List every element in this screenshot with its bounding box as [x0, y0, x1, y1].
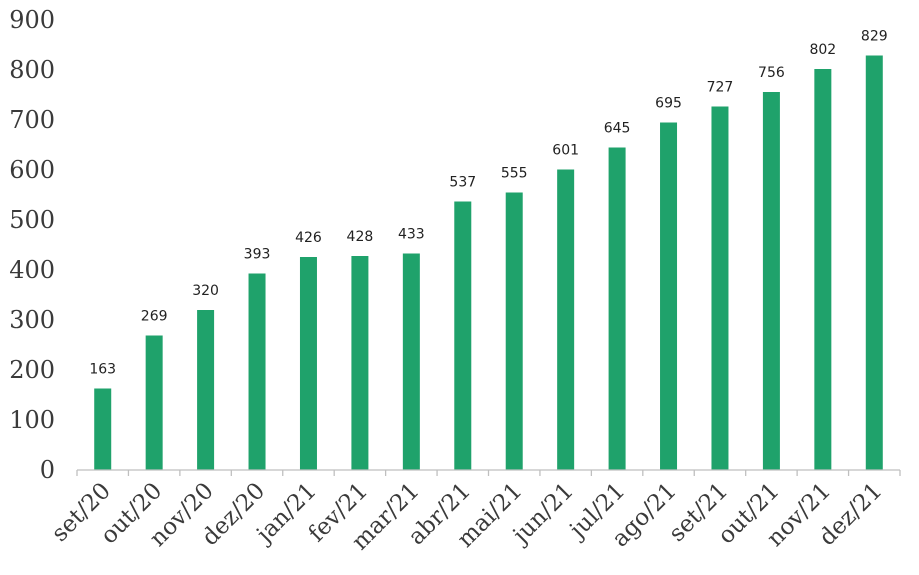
bar [711, 106, 729, 470]
y-tick-label: 200 [9, 356, 55, 384]
data-label: 727 [707, 80, 734, 96]
bar [557, 169, 575, 470]
bar [608, 147, 626, 470]
y-tick-label: 700 [9, 106, 55, 134]
y-tick-label: 600 [9, 156, 55, 184]
bar [660, 122, 678, 470]
data-label: 426 [295, 230, 322, 246]
y-axis: 0 100 200 300 400 500 600 700 800 900 [9, 6, 55, 484]
bar [814, 69, 832, 470]
y-tick-label: 500 [9, 206, 55, 234]
bar [402, 253, 420, 470]
bar [351, 256, 369, 470]
data-label: 695 [655, 96, 682, 112]
y-tick-label: 900 [9, 6, 55, 34]
x-axis: set/20out/20nov/20dez/20jan/21fev/21mar/… [47, 478, 888, 555]
data-label: 537 [449, 175, 476, 191]
y-tick-label: 0 [40, 456, 55, 484]
y-tick-label: 300 [9, 306, 55, 334]
data-label: 645 [604, 121, 631, 137]
bar [762, 92, 780, 470]
data-label: 829 [861, 29, 888, 45]
data-label: 756 [758, 65, 785, 81]
bar [94, 388, 112, 470]
x-axis-ticks [76, 470, 901, 476]
bar [865, 55, 883, 470]
bar [197, 310, 215, 470]
data-label: 269 [141, 309, 168, 325]
data-labels: 163 269 320 393 426 428 433 537 555 601 645 695 727 7… [89, 29, 887, 378]
data-label: 163 [89, 362, 116, 378]
data-label: 433 [398, 227, 425, 243]
data-label: 601 [552, 143, 579, 159]
bar [505, 192, 523, 470]
bar [145, 335, 163, 470]
y-tick-label: 400 [9, 256, 55, 284]
bar [248, 273, 266, 470]
y-tick-label: 100 [9, 406, 55, 434]
data-label: 555 [501, 166, 528, 182]
data-label: 320 [192, 283, 219, 299]
data-label: 393 [244, 247, 271, 263]
bars [94, 55, 883, 470]
bar [299, 257, 317, 470]
data-label: 428 [347, 229, 374, 245]
bar [454, 201, 472, 470]
data-label: 802 [809, 42, 836, 58]
y-tick-label: 800 [9, 56, 55, 84]
